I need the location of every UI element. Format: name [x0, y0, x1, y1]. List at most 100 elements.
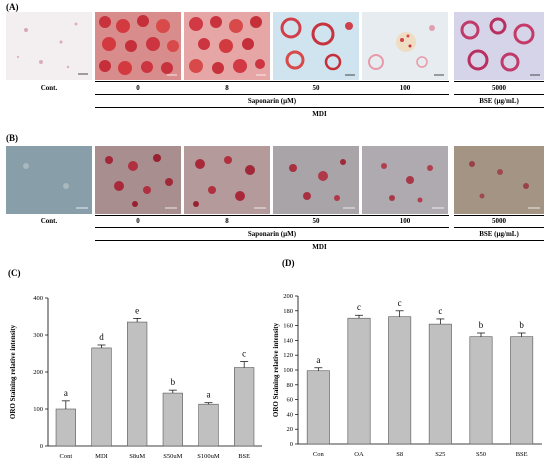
panel-b-mdi-rule — [95, 240, 544, 241]
chart-c-xtick-label: S8uM — [129, 453, 145, 460]
panel-b-bse-label: BSE (µg/mL) — [479, 230, 519, 238]
panel-a-dose-rule — [95, 94, 449, 95]
chart-c-xtick-label: S50uM — [163, 453, 182, 460]
panel-b-cont-label: Cont. — [40, 217, 58, 225]
chart-c-ytick-label: 300 — [33, 332, 43, 339]
chart-d-xtick-label: S50 — [476, 451, 486, 458]
chart-c-bar — [91, 347, 112, 447]
chart-d-bar — [306, 370, 330, 445]
micrograph-a-50 — [273, 12, 359, 80]
chart-c: 0 100 200 300 400 ORO Staining relative inten… — [0, 280, 270, 465]
chart-c-ylabel: ORO Staining relative intensity — [9, 324, 17, 419]
chart-d-ytick-label: 40 — [287, 411, 294, 418]
chart-c-sig-letter: d — [99, 332, 104, 342]
chart-d-xtick-label: S25 — [435, 451, 445, 458]
chart-d-sig-letter: c — [398, 298, 402, 308]
micrograph-a-0 — [95, 12, 181, 80]
panel-b-dose-50: 50 — [312, 217, 320, 225]
chart-c-xtick-label: BSE — [238, 453, 250, 460]
panel-a-dose-0: 0 — [136, 84, 140, 92]
chart-c-svg: 0 100 200 300 400 ORO Staining relative inten… — [9, 295, 262, 460]
chart-c-bar — [234, 367, 255, 447]
panel-a-dose-100: 100 — [399, 84, 411, 92]
panel-b-dose-100: 100 — [399, 217, 411, 225]
chart-d-xtick-label: OA — [354, 451, 364, 458]
panel-c-label: (C) — [8, 268, 21, 278]
chart-d-ylabel: ORO Staining relative intensity — [272, 322, 280, 417]
chart-c-bar — [162, 392, 183, 447]
panel-d-label: (D) — [282, 258, 295, 268]
panel-b-saponarin-label: Saponarin (µM) — [247, 230, 297, 238]
chart-c-ytick-label: 200 — [33, 369, 43, 376]
chart-c-sig-letter: a — [207, 390, 211, 400]
chart-d-bar — [469, 336, 493, 445]
chart-c-sig-letter: a — [64, 388, 68, 398]
panel-a-mdi-label: MDI — [312, 110, 327, 118]
chart-c-ytick-label: 100 — [33, 406, 43, 413]
panel-a-mdi-rule — [95, 107, 544, 108]
panel-a-bse-dose: 5000 — [492, 84, 506, 92]
chart-d-sig-letter: a — [316, 355, 320, 365]
chart-c-bar — [55, 408, 76, 447]
panel-b-bse-dose: 5000 — [492, 217, 506, 225]
panel-a-cont-label: Cont. — [40, 84, 58, 92]
chart-c-xtick-label: S100uM — [197, 453, 220, 460]
chart-d-ytick-label: 80 — [287, 382, 294, 389]
chart-c-sig-letter: c — [242, 349, 246, 359]
chart-d-xtick-label: Con — [313, 451, 325, 458]
panel-a-saponarin-rule — [95, 81, 449, 82]
chart-c-bar — [198, 403, 219, 447]
chart-c-sig-letter: e — [135, 305, 139, 315]
chart-d-ytick-label: 160 — [283, 323, 293, 330]
panel-b-mdi-label: MDI — [312, 243, 327, 251]
micrograph-b-cont — [6, 146, 92, 214]
chart-d-svg: 0 20 40 60 80 100 120 140 160 180 200 ORO Staining … — [272, 293, 542, 458]
panel-b-dose-rule — [95, 227, 449, 228]
chart-c-xtick-label: MDI — [95, 453, 108, 460]
chart-d-ytick-label: 180 — [283, 308, 293, 315]
chart-d-sig-letter: c — [357, 302, 361, 312]
micrograph-b-100 — [362, 146, 448, 214]
micrograph-b-0 — [95, 146, 181, 214]
panel-b-bse-dose-rule — [454, 227, 544, 228]
panel-a-bse-rule — [454, 81, 544, 82]
panel-b-dose-0: 0 — [136, 217, 140, 225]
chart-d-sig-letter: c — [438, 306, 442, 316]
panel-a-bse-label: BSE (µg/mL) — [479, 97, 519, 105]
chart-c-sig-letter: b — [171, 377, 176, 387]
micrograph-a-8 — [184, 12, 270, 80]
micrograph-b-8 — [184, 146, 270, 214]
panel-a-dose-8: 8 — [225, 84, 229, 92]
chart-d-xtick-label: S8 — [396, 451, 403, 458]
chart-d-bar — [388, 316, 412, 445]
panel-a-dose-50: 50 — [312, 84, 320, 92]
chart-d-ytick-label: 20 — [287, 426, 294, 433]
micrograph-a-bse — [454, 12, 544, 80]
panel-b-bse-rule — [454, 215, 544, 216]
chart-d-ytick-label: 0 — [290, 441, 293, 448]
chart-d-ytick-label: 140 — [283, 337, 293, 344]
panel-b-saponarin-rule — [95, 215, 449, 216]
chart-d-bar — [428, 323, 452, 445]
chart-c-ytick-label: 0 — [40, 443, 43, 450]
chart-d-ytick-label: 60 — [287, 397, 294, 404]
panel-b-label: (B) — [6, 133, 18, 143]
chart-d-ytick-label: 100 — [283, 367, 293, 374]
chart-c-bar — [127, 321, 148, 447]
panel-a-saponarin-label: Saponarin (µM) — [247, 97, 297, 105]
chart-d-ytick-label: 200 — [283, 293, 293, 300]
chart-d-bar — [347, 317, 371, 445]
chart-c-ytick-label: 400 — [33, 295, 43, 302]
panel-a-label: (A) — [6, 2, 19, 12]
chart-d-bar — [510, 336, 534, 445]
chart-d-sig-letter: b — [479, 320, 484, 330]
chart-d-xtick-label: BSE — [516, 451, 528, 458]
micrograph-a-100 — [362, 12, 448, 80]
chart-c-xtick-label: Cont — [60, 453, 73, 460]
panel-a-bse-dose-rule — [454, 94, 544, 95]
chart-d-ytick-label: 120 — [283, 352, 293, 359]
micrograph-b-bse — [454, 146, 544, 214]
chart-d: 0 20 40 60 80 100 120 140 160 180 200 ORO Staining … — [272, 278, 550, 465]
micrograph-a-cont — [6, 12, 92, 80]
chart-d-sig-letter: b — [519, 320, 524, 330]
